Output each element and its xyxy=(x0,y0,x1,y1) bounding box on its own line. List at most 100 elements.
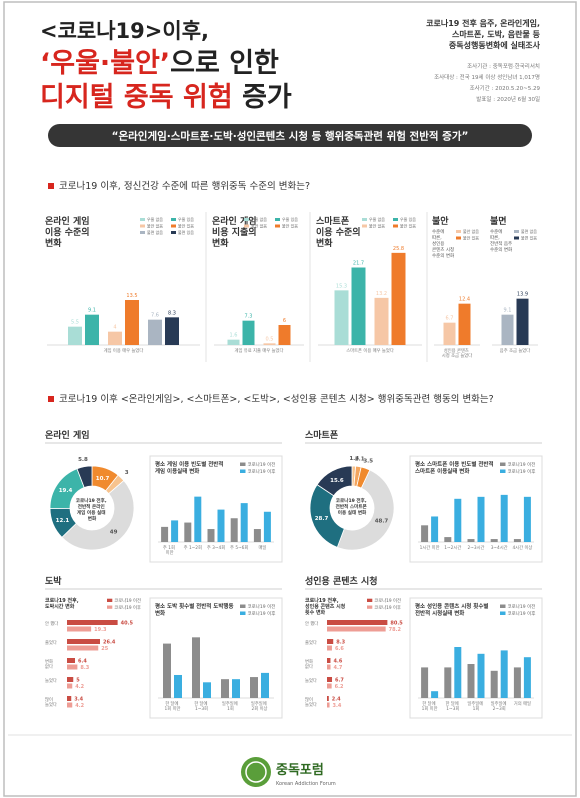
value-label: 0.5 xyxy=(266,336,274,342)
text-line: 비용 지출의 xyxy=(212,226,260,238)
panel-title: 온라인 게임 이용 수준의 변화 xyxy=(45,215,93,249)
value-label: 6.7 xyxy=(446,316,454,322)
text-line: 횟수 변화 xyxy=(305,609,326,616)
legend-label: 코로나19 이전 xyxy=(508,603,536,610)
bar xyxy=(327,639,334,644)
text-line: 수준에 xyxy=(432,228,446,235)
text-line: 주 1~2회 xyxy=(184,544,202,551)
survey-detail: 조사대상 : 전국 19세 이상 성인남녀 1,017명 xyxy=(434,73,540,81)
legend-label: 불안 없음 xyxy=(463,228,479,234)
category-label: 게임 이용 매우 늘었다 xyxy=(104,347,144,354)
bar xyxy=(67,683,73,689)
text-line: 늘었다 xyxy=(305,701,317,708)
legend-label: 불안 있음 xyxy=(282,223,298,229)
legend-swatch xyxy=(514,236,519,240)
category-label: 늘었다 xyxy=(305,677,317,684)
text-line: 1회 미만 xyxy=(422,705,438,712)
category-label: 일주일에 2~3회 xyxy=(491,700,508,712)
bar xyxy=(240,503,248,542)
text-line: 미만 xyxy=(166,549,174,556)
legend-label: 불면 없음 xyxy=(521,228,537,234)
legend-label: 우울 있음 xyxy=(178,216,194,222)
survey-title: 중독성행동변화에 실태조사 xyxy=(449,40,541,50)
bar xyxy=(421,525,429,542)
bar xyxy=(67,620,118,625)
value-label: 3.4 xyxy=(333,703,342,709)
slice-label: 19.4 xyxy=(59,488,73,494)
legend-swatch xyxy=(140,224,145,228)
value-label: 78.2 xyxy=(389,627,402,633)
legend-swatch xyxy=(171,224,176,228)
logo-ring xyxy=(245,761,267,783)
value-label: 8.3 xyxy=(336,640,345,646)
bar xyxy=(334,290,349,345)
slice-label: 2.1 xyxy=(355,457,365,463)
chart-subtitle: 코로나19 전후, 성인용 콘텐츠 시청 횟수 변화 xyxy=(305,597,347,616)
text-line: 평소 도박 횟수별 전반적 도박행동 xyxy=(155,602,235,610)
legend-swatch xyxy=(514,230,519,233)
footer-subtitle: Korean Addiction Forum xyxy=(276,781,336,787)
panel-title: 스마트폰 이용 수준의 변화 xyxy=(316,215,364,249)
value-label: 4.2 xyxy=(75,703,84,709)
panel-title: 불안 xyxy=(432,215,449,227)
value-label: 7.3 xyxy=(245,314,253,320)
category-label: 1시간 미만 xyxy=(420,544,440,551)
text-line: 한 달에 xyxy=(165,700,180,707)
bar xyxy=(444,537,452,542)
value-label: 40.5 xyxy=(121,621,134,627)
text-line: 변화 xyxy=(316,237,333,249)
bar xyxy=(67,702,73,708)
section-heading: 코로나19 이후, 정신건강 수준에 따른 행위중독 수준의 변화는? xyxy=(59,180,310,192)
legend-swatch xyxy=(456,236,461,240)
slice-label: 28.7 xyxy=(315,516,329,522)
value-label: 6.2 xyxy=(335,684,344,690)
value-label: 7.6 xyxy=(151,313,159,319)
bar xyxy=(351,267,366,345)
bar xyxy=(148,319,162,345)
category-label: 4시간 이상 xyxy=(512,544,532,551)
bar xyxy=(374,297,389,345)
banner-bg xyxy=(48,124,532,147)
bar xyxy=(85,314,99,345)
text-line: 주 1회 xyxy=(163,544,176,551)
value-label: 6.4 xyxy=(78,659,87,665)
legend-swatch xyxy=(393,224,398,228)
text-line: 평소 성인용 콘텐츠 시청 횟수별 xyxy=(415,602,490,610)
text-line: 전반적 시청실태 변화 xyxy=(415,609,464,617)
text-line: 평소 스마트폰 이용 빈도별 전반적 xyxy=(415,460,495,468)
text-line: 변화 xyxy=(155,609,165,617)
text-line: 이용 수준의 xyxy=(45,226,93,238)
bar xyxy=(454,498,462,542)
legend-label: 코로나19 이후 xyxy=(248,610,276,617)
text-line: 줄었다 xyxy=(45,639,57,646)
bar xyxy=(513,539,521,542)
legend-swatch xyxy=(240,611,246,615)
panel-title: 불면 xyxy=(490,215,507,227)
bar xyxy=(67,677,74,682)
text-line: 이용 수준의 xyxy=(316,226,364,238)
value-label: 6 xyxy=(283,318,286,324)
text-line: 평소 게임 이용 빈도별 전반적 xyxy=(155,460,225,468)
text-line: 안 했다 xyxy=(305,620,318,627)
text-line: 음주 조금 늘었다 xyxy=(500,347,530,354)
bar xyxy=(125,300,139,345)
bar xyxy=(278,325,291,345)
bar xyxy=(67,664,78,670)
title-line: ‘우울·불안’으로 인한 xyxy=(40,48,279,79)
bar xyxy=(250,677,258,698)
text-line: 수준에 xyxy=(490,228,504,235)
panel-title: 온라인 게임 xyxy=(45,429,90,441)
chart-title: 평소 도박 횟수별 전반적 도박행동 변화 xyxy=(155,602,235,617)
legend-label: 우울 있음 xyxy=(282,216,298,222)
value-label: 25.8 xyxy=(393,246,404,252)
text-line: 늘었다 xyxy=(45,701,57,708)
legend-swatch xyxy=(362,218,367,221)
pie-slice xyxy=(316,465,353,497)
legend-swatch xyxy=(500,469,506,473)
text-line: 코로나19 전후, xyxy=(336,497,368,504)
text-line: 게임 이용 실태 xyxy=(77,509,107,516)
value-label: 13.2 xyxy=(376,291,387,297)
text-line: 온라인 게임 xyxy=(45,215,93,227)
banner-text: “온라인게임·스마트폰·도박·성인콘텐츠 시청 등 행위중독관련 위험 전반적 … xyxy=(112,130,469,143)
